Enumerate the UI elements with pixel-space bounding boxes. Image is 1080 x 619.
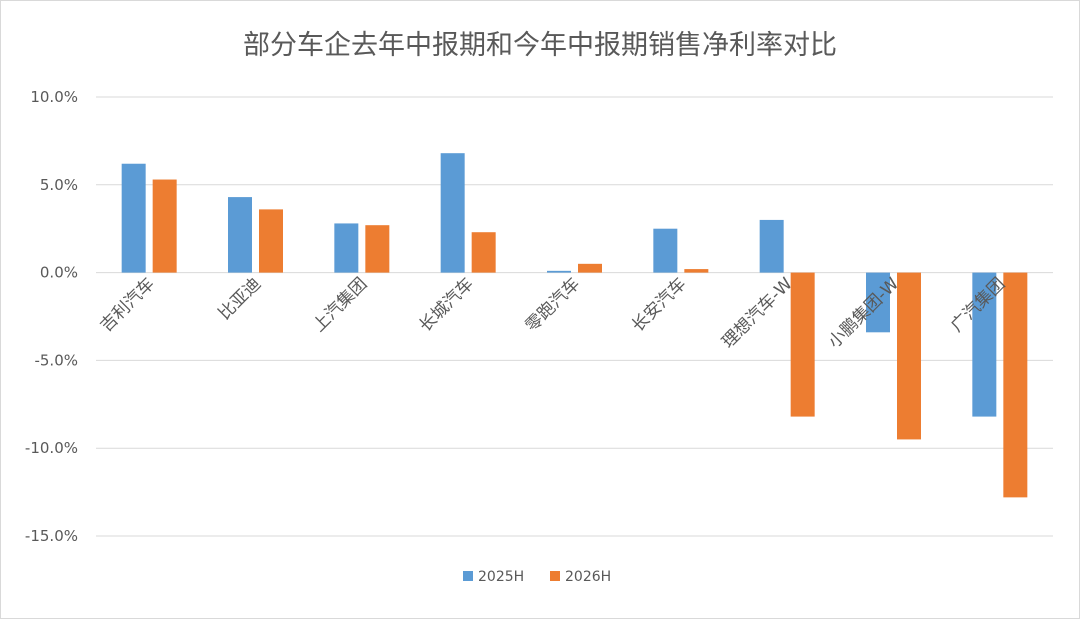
x-category-label: 吉利汽车 (96, 274, 158, 336)
legend: 2025H 2026H (463, 569, 611, 585)
bar-2026H-3 (471, 232, 496, 273)
x-category-label: 小鹏集团-W (825, 274, 904, 353)
bar-2026H-0 (152, 179, 177, 273)
y-tick-label: 10.0% (30, 88, 78, 106)
bar-2025H-6 (759, 219, 784, 273)
y-tick-label: -15.0% (25, 527, 78, 545)
bar-2026H-5 (684, 269, 709, 273)
bar-2025H-2 (334, 223, 359, 273)
bar-2026H-7 (897, 272, 921, 440)
x-category-label: 零跑汽车 (522, 274, 584, 336)
x-category-label: 上汽集团 (309, 274, 371, 336)
bar-2025H-4 (547, 270, 571, 273)
bars (121, 153, 1028, 498)
y-tick-label: -10.0% (25, 439, 78, 457)
bar-2026H-8 (1003, 272, 1028, 498)
bar-2025H-7 (866, 272, 890, 333)
bar-2026H-6 (790, 272, 815, 417)
legend-label: 2025H (478, 569, 524, 585)
x-category-label: 长城汽车 (415, 274, 477, 336)
x-category-label: 比亚迪 (215, 274, 265, 324)
bar-2025H-5 (653, 228, 678, 273)
x-category-label: 理想汽车-W (718, 274, 797, 353)
y-axis-ticks: 10.0% 5.0% 0.0% -5.0% -10.0% -15.0% (25, 88, 78, 545)
y-tick-label: -5.0% (34, 351, 78, 369)
y-tick-label: 0.0% (40, 264, 78, 282)
y-tick-label: 5.0% (40, 176, 78, 194)
chart-title: 部分车企去年中报期和今年中报期销售净利率对比 (243, 30, 837, 61)
bar-2025H-3 (440, 153, 465, 273)
legend-swatch-2026H (550, 571, 560, 581)
legend-label: 2026H (565, 569, 611, 585)
bar-2025H-8 (972, 272, 997, 417)
gridlines (96, 96, 1053, 537)
bar-2025H-0 (121, 163, 146, 273)
bar-2025H-1 (228, 197, 252, 273)
legend-swatch-2025H (463, 571, 473, 581)
bar-2026H-4 (578, 263, 602, 273)
x-category-label: 长安汽车 (628, 274, 690, 336)
bar-2026H-2 (365, 225, 390, 273)
bar-2026H-1 (259, 209, 283, 273)
